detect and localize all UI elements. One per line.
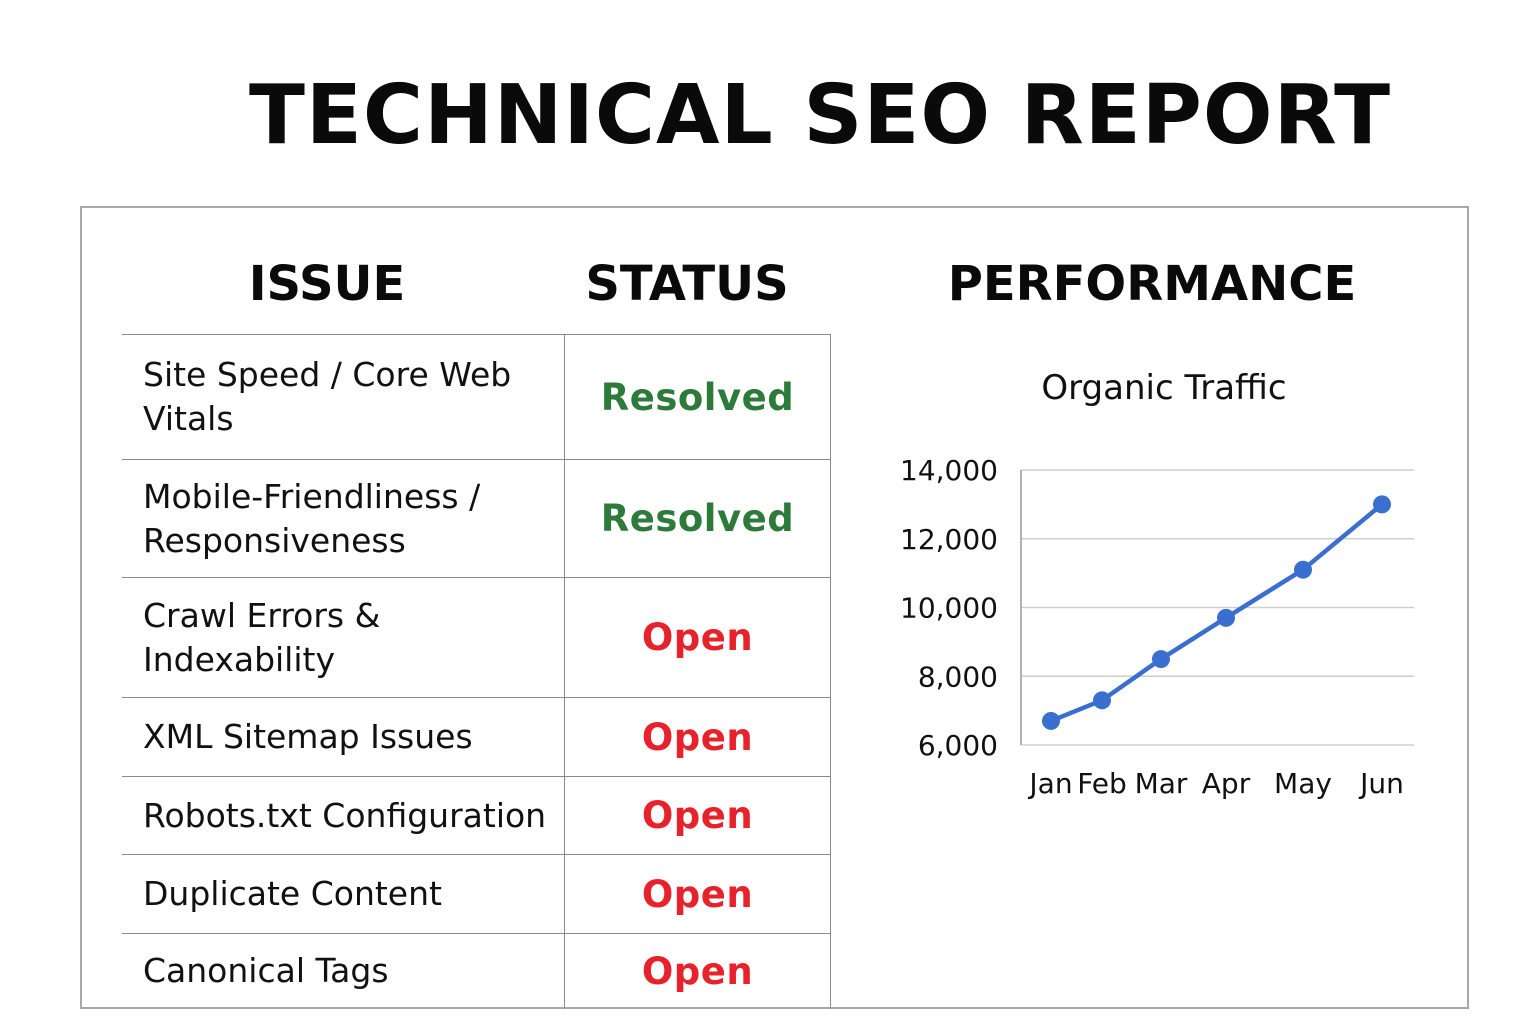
data-point-jun [1373, 495, 1391, 514]
issue-column-header: ISSUE [248, 256, 406, 312]
data-point-mar [1152, 650, 1170, 669]
table-row: Robots.txt Configuration Open [122, 776, 831, 855]
x-tick-label: Mar [1135, 767, 1188, 800]
status-cell: Open [564, 577, 831, 698]
y-tick-label: 14,000 [900, 454, 998, 487]
issue-cell: Duplicate Content [122, 854, 565, 934]
status-cell: Resolved [564, 459, 831, 578]
chart-title: Organic Traffic [1041, 368, 1287, 408]
status-cell: Open [564, 776, 831, 855]
status-cell: Open [564, 933, 831, 1009]
status-cell: Open [564, 854, 831, 934]
table-row: Crawl Errors & Indexability Open [122, 577, 831, 698]
x-tick-label: Jun [1358, 767, 1404, 800]
issue-table: Site Speed / Core Web Vitals Resolved Mo… [122, 334, 831, 1009]
y-tick-label: 10,000 [900, 592, 998, 625]
x-tick-label: Feb [1077, 767, 1127, 800]
y-tick-label: 6,000 [918, 729, 998, 762]
x-tick-label: Jan [1027, 767, 1072, 800]
x-tick-label: May [1274, 767, 1332, 800]
y-tick-label: 12,000 [900, 523, 998, 556]
table-row: Site Speed / Core Web Vitals Resolved [122, 334, 831, 460]
table-row: XML Sitemap Issues Open [122, 697, 831, 777]
traffic-line-chart: 6,000 8,000 10,000 12,000 14,000 Jan Feb Mar Apr… [900, 454, 1414, 800]
table-row: Mobile-Friendliness / Responsiveness Res… [122, 459, 831, 578]
data-point-feb [1093, 691, 1111, 710]
traffic-series-line [1048, 502, 1385, 724]
status-cell: Resolved [564, 334, 831, 460]
status-column-header: STATUS [585, 256, 789, 312]
issue-cell: XML Sitemap Issues [122, 697, 565, 777]
y-tick-label: 8,000 [918, 660, 998, 693]
data-point-jan [1042, 711, 1060, 730]
status-cell: Open [564, 697, 831, 777]
table-row: Duplicate Content Open [122, 854, 831, 934]
x-tick-label: Apr [1202, 767, 1251, 800]
issue-cell: Crawl Errors & Indexability [122, 577, 565, 698]
issue-cell: Canonical Tags [122, 933, 565, 1009]
issue-cell: Robots.txt Configuration [122, 776, 565, 855]
data-point-apr [1217, 608, 1235, 627]
issue-cell: Site Speed / Core Web Vitals [122, 334, 565, 460]
data-point-may [1294, 560, 1312, 579]
issue-cell: Mobile-Friendliness / Responsiveness [122, 459, 565, 578]
performance-header: PERFORMANCE [947, 256, 1357, 312]
table-row: Canonical Tags Open [122, 933, 831, 1009]
report-title: TECHNICAL SEO REPORT [248, 68, 1391, 163]
